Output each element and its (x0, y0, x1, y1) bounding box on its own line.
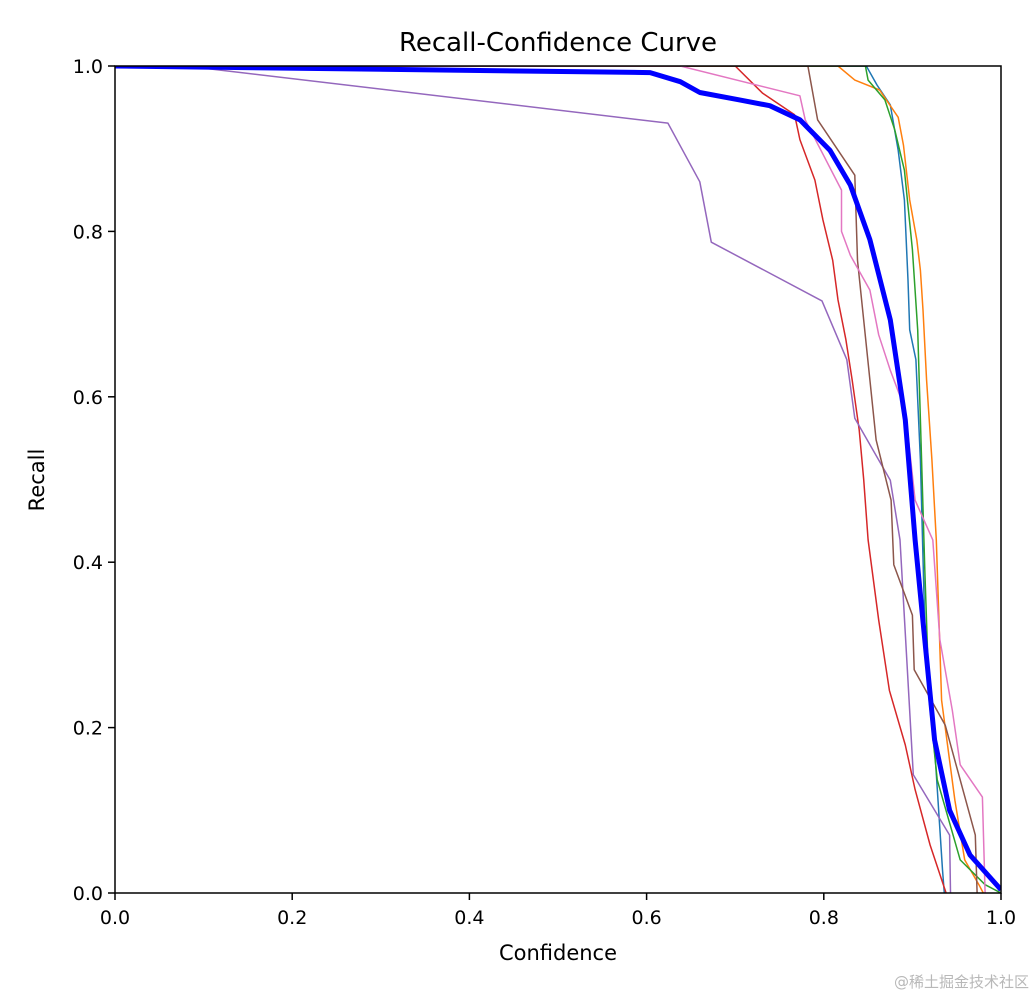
series-line-0 (115, 66, 946, 893)
series-line-6 (115, 66, 986, 893)
x-tick-label: 0.0 (100, 907, 130, 929)
series-line-3 (115, 66, 947, 893)
x-axis-label: Confidence (499, 941, 617, 965)
y-tick-label: 1.0 (73, 56, 103, 78)
chart-title: Recall-Confidence Curve (399, 28, 717, 58)
watermark: @稀土掘金技术社区 (893, 973, 1029, 991)
series-line-2 (115, 66, 1001, 893)
y-tick-label: 0.2 (73, 718, 103, 740)
x-tick-label: 0.6 (631, 907, 661, 929)
x-tick-label: 0.8 (809, 907, 839, 929)
y-tick-label: 0.6 (73, 387, 103, 409)
series-line-5 (115, 66, 978, 893)
y-axis-label: Recall (25, 449, 49, 512)
x-tick-label: 1.0 (986, 907, 1016, 929)
series-line-7 (115, 66, 1001, 892)
plot-frame (114, 65, 1002, 894)
y-tick-label: 0.4 (73, 552, 103, 574)
y-tick-label: 0.8 (73, 221, 103, 243)
series-line-4 (115, 66, 952, 893)
x-tick-label: 0.2 (277, 907, 307, 929)
x-tick-label: 0.4 (454, 907, 484, 929)
y-tick-label: 0.0 (73, 883, 103, 905)
